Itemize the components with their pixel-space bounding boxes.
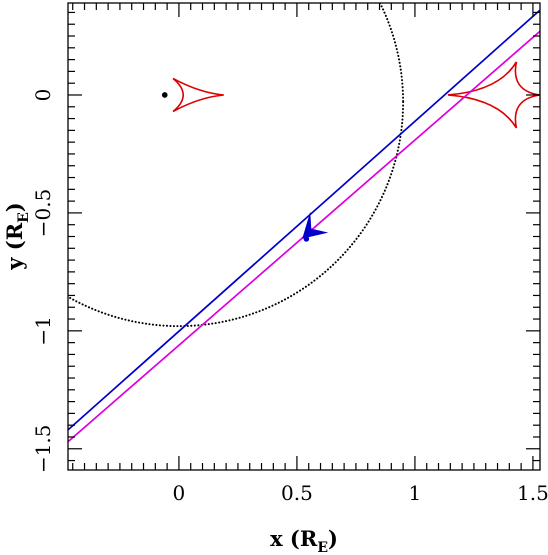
- y-tick-label: −1: [31, 316, 55, 345]
- x-axis-label-close: ): [328, 526, 338, 551]
- series-line-0: [68, 9, 540, 431]
- y-tick-label: 0: [31, 89, 55, 102]
- marker-0: [161, 92, 168, 98]
- y-axis-label: y (RE): [2, 202, 32, 271]
- y-tick-label: −1.5: [31, 424, 55, 473]
- dotted-circle-1: [539, 88, 540, 102]
- y-tick-label: −0.5: [31, 189, 55, 238]
- data-layer: [68, 3, 540, 443]
- x-axis-label-main: x (R: [270, 526, 318, 551]
- y-axis-label-main: y (R: [2, 222, 27, 270]
- x-tick-label: 1: [409, 481, 422, 505]
- x-tick-label: 1.5: [517, 481, 548, 505]
- y-axis-label-close: ): [2, 202, 27, 212]
- x-axis-label: x (RE): [270, 526, 338, 555]
- direction-arrow: [302, 211, 329, 239]
- x-axis-label-sub: E: [317, 540, 328, 555]
- dotted-circle-0: [68, 3, 405, 328]
- y-axis-label-sub: E: [16, 212, 32, 223]
- caustic-1: [447, 61, 540, 129]
- x-tick-label: 0.5: [281, 481, 313, 505]
- x-tick-label: 0: [173, 481, 186, 505]
- caustic-0: [172, 77, 224, 113]
- tick-labels: 0 0.5 1 1.5 0 −0.5 −1 −1.5: [31, 89, 548, 505]
- ticks-layer: [68, 3, 540, 470]
